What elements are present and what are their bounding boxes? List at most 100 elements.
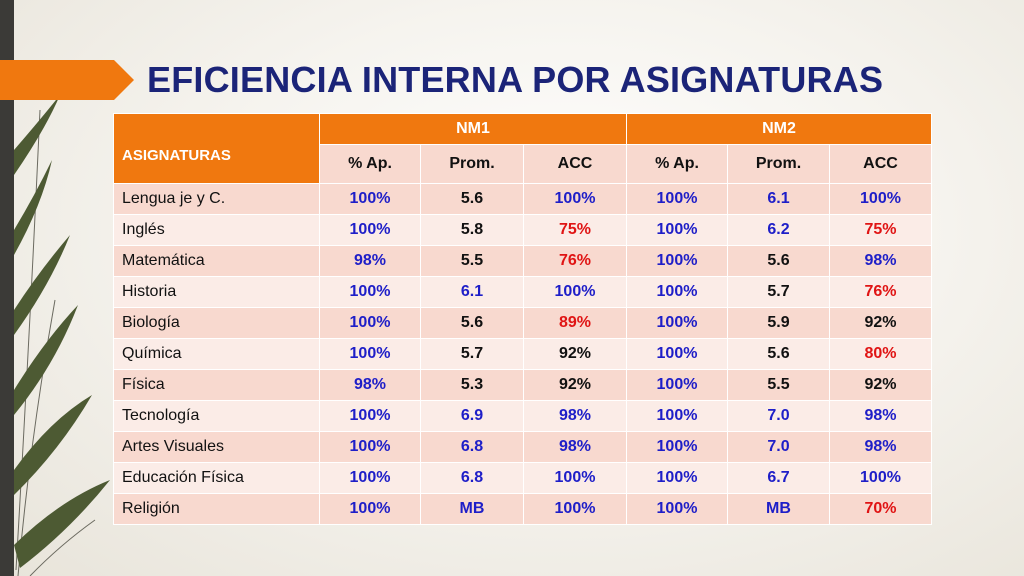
- title-arrow-shape: [0, 60, 134, 100]
- value-cell: 100%: [319, 493, 421, 525]
- value-cell: 100%: [626, 369, 728, 401]
- value-cell: 76%: [523, 245, 627, 277]
- subject-cell: Educación Física: [113, 462, 320, 494]
- value-cell: 6.8: [420, 462, 524, 494]
- subject-cell: Historia: [113, 276, 320, 308]
- subject-cell: Lengua je y C.: [113, 183, 320, 215]
- value-cell: 5.3: [420, 369, 524, 401]
- value-cell: 89%: [523, 307, 627, 339]
- column-header-nm1-ap: % Ap.: [319, 144, 421, 184]
- value-cell: 98%: [829, 245, 932, 277]
- header-row-groups: ASIGNATURAS NM1 NM2: [113, 113, 932, 184]
- value-cell: 100%: [626, 245, 728, 277]
- table-row: Educación Física 100% 6.8 100% 100% 6.7 100%: [113, 462, 932, 494]
- table-row: Física 98% 5.3 92% 100% 5.5 92%: [113, 369, 932, 401]
- value-cell: 5.8: [420, 214, 524, 246]
- table-row: Biología 100% 5.6 89% 100% 5.9 92%: [113, 307, 932, 339]
- subject-cell: Inglés: [113, 214, 320, 246]
- table-row: Artes Visuales 100% 6.8 98% 100% 7.0 98%: [113, 431, 932, 463]
- value-cell: 100%: [829, 183, 932, 215]
- value-cell: 76%: [829, 276, 932, 308]
- value-cell: 98%: [523, 431, 627, 463]
- value-cell: 100%: [523, 183, 627, 215]
- group-header-nm1: NM1: [319, 113, 627, 145]
- value-cell: 6.1: [420, 276, 524, 308]
- value-cell: 100%: [626, 276, 728, 308]
- table-row: Química 100% 5.7 92% 100% 5.6 80%: [113, 338, 932, 370]
- value-cell: 6.2: [727, 214, 830, 246]
- value-cell: 100%: [626, 214, 728, 246]
- header-row-columns: % Ap. Prom. ACC % Ap. Prom. ACC: [114, 144, 932, 184]
- value-cell: 100%: [626, 493, 728, 525]
- value-cell: 100%: [523, 462, 627, 494]
- value-cell: 100%: [829, 462, 932, 494]
- value-cell: 92%: [829, 369, 932, 401]
- value-cell: 98%: [829, 431, 932, 463]
- value-cell: 6.9: [420, 400, 524, 432]
- value-cell: 100%: [319, 338, 421, 370]
- table-body: Lengua je y C. 100% 5.6 100% 100% 6.1 100% Ingl…: [113, 183, 932, 525]
- column-header-nm2-prom: Prom.: [727, 144, 830, 184]
- value-cell: 100%: [626, 307, 728, 339]
- value-cell: 100%: [319, 307, 421, 339]
- value-cell: 98%: [523, 400, 627, 432]
- value-cell: 92%: [523, 338, 627, 370]
- subject-column-header: ASIGNATURAS: [113, 113, 320, 184]
- value-cell: 7.0: [727, 431, 830, 463]
- column-header-nm1-acc: ACC: [523, 144, 627, 184]
- subject-cell: Biología: [113, 307, 320, 339]
- value-cell: 98%: [829, 400, 932, 432]
- table-row: Matemática 98% 5.5 76% 100% 5.6 98%: [113, 245, 932, 277]
- subject-cell: Química: [113, 338, 320, 370]
- value-cell: 100%: [626, 400, 728, 432]
- value-cell: 100%: [319, 276, 421, 308]
- value-cell: MB: [420, 493, 524, 525]
- value-cell: 92%: [523, 369, 627, 401]
- value-cell: 100%: [626, 338, 728, 370]
- table-row: Historia 100% 6.1 100% 100% 5.7 76%: [113, 276, 932, 308]
- column-header-nm2-ap: % Ap.: [626, 144, 728, 184]
- group-header-nm2: NM2: [626, 113, 932, 145]
- value-cell: 6.8: [420, 431, 524, 463]
- value-cell: 100%: [626, 462, 728, 494]
- column-header-nm2-acc: ACC: [829, 144, 932, 184]
- value-cell: 98%: [319, 245, 421, 277]
- value-cell: 5.5: [420, 245, 524, 277]
- left-dark-bar: [0, 0, 14, 576]
- table-row: Religión 100% MB 100% 100% MB 70%: [113, 493, 932, 525]
- value-cell: 5.9: [727, 307, 830, 339]
- value-cell: MB: [727, 493, 830, 525]
- value-cell: 5.7: [727, 276, 830, 308]
- subject-cell: Artes Visuales: [113, 431, 320, 463]
- value-cell: 75%: [523, 214, 627, 246]
- value-cell: 5.6: [420, 307, 524, 339]
- value-cell: 5.6: [727, 245, 830, 277]
- value-cell: 100%: [319, 183, 421, 215]
- subject-cell: Religión: [113, 493, 320, 525]
- efficiency-table: ASIGNATURAS NM1 NM2 % Ap. Prom. ACC % Ap…: [113, 113, 932, 525]
- subject-cell: Matemática: [113, 245, 320, 277]
- value-cell: 5.6: [727, 338, 830, 370]
- value-cell: 100%: [626, 431, 728, 463]
- subject-cell: Física: [113, 369, 320, 401]
- table-row: Tecnología 100% 6.9 98% 100% 7.0 98%: [113, 400, 932, 432]
- value-cell: 5.6: [420, 183, 524, 215]
- value-cell: 100%: [626, 183, 728, 215]
- value-cell: 70%: [829, 493, 932, 525]
- decorative-lines: [14, 95, 110, 576]
- value-cell: 92%: [829, 307, 932, 339]
- value-cell: 5.7: [420, 338, 524, 370]
- page-title: EFICIENCIA INTERNA POR ASIGNATURAS: [147, 59, 884, 100]
- value-cell: 100%: [523, 276, 627, 308]
- subject-cell: Tecnología: [113, 400, 320, 432]
- column-header-nm1-prom: Prom.: [420, 144, 524, 184]
- value-cell: 75%: [829, 214, 932, 246]
- value-cell: 80%: [829, 338, 932, 370]
- value-cell: 7.0: [727, 400, 830, 432]
- value-cell: 6.1: [727, 183, 830, 215]
- value-cell: 100%: [319, 400, 421, 432]
- table-row: Lengua je y C. 100% 5.6 100% 100% 6.1 100%: [113, 183, 932, 215]
- value-cell: 100%: [319, 214, 421, 246]
- value-cell: 100%: [523, 493, 627, 525]
- value-cell: 6.7: [727, 462, 830, 494]
